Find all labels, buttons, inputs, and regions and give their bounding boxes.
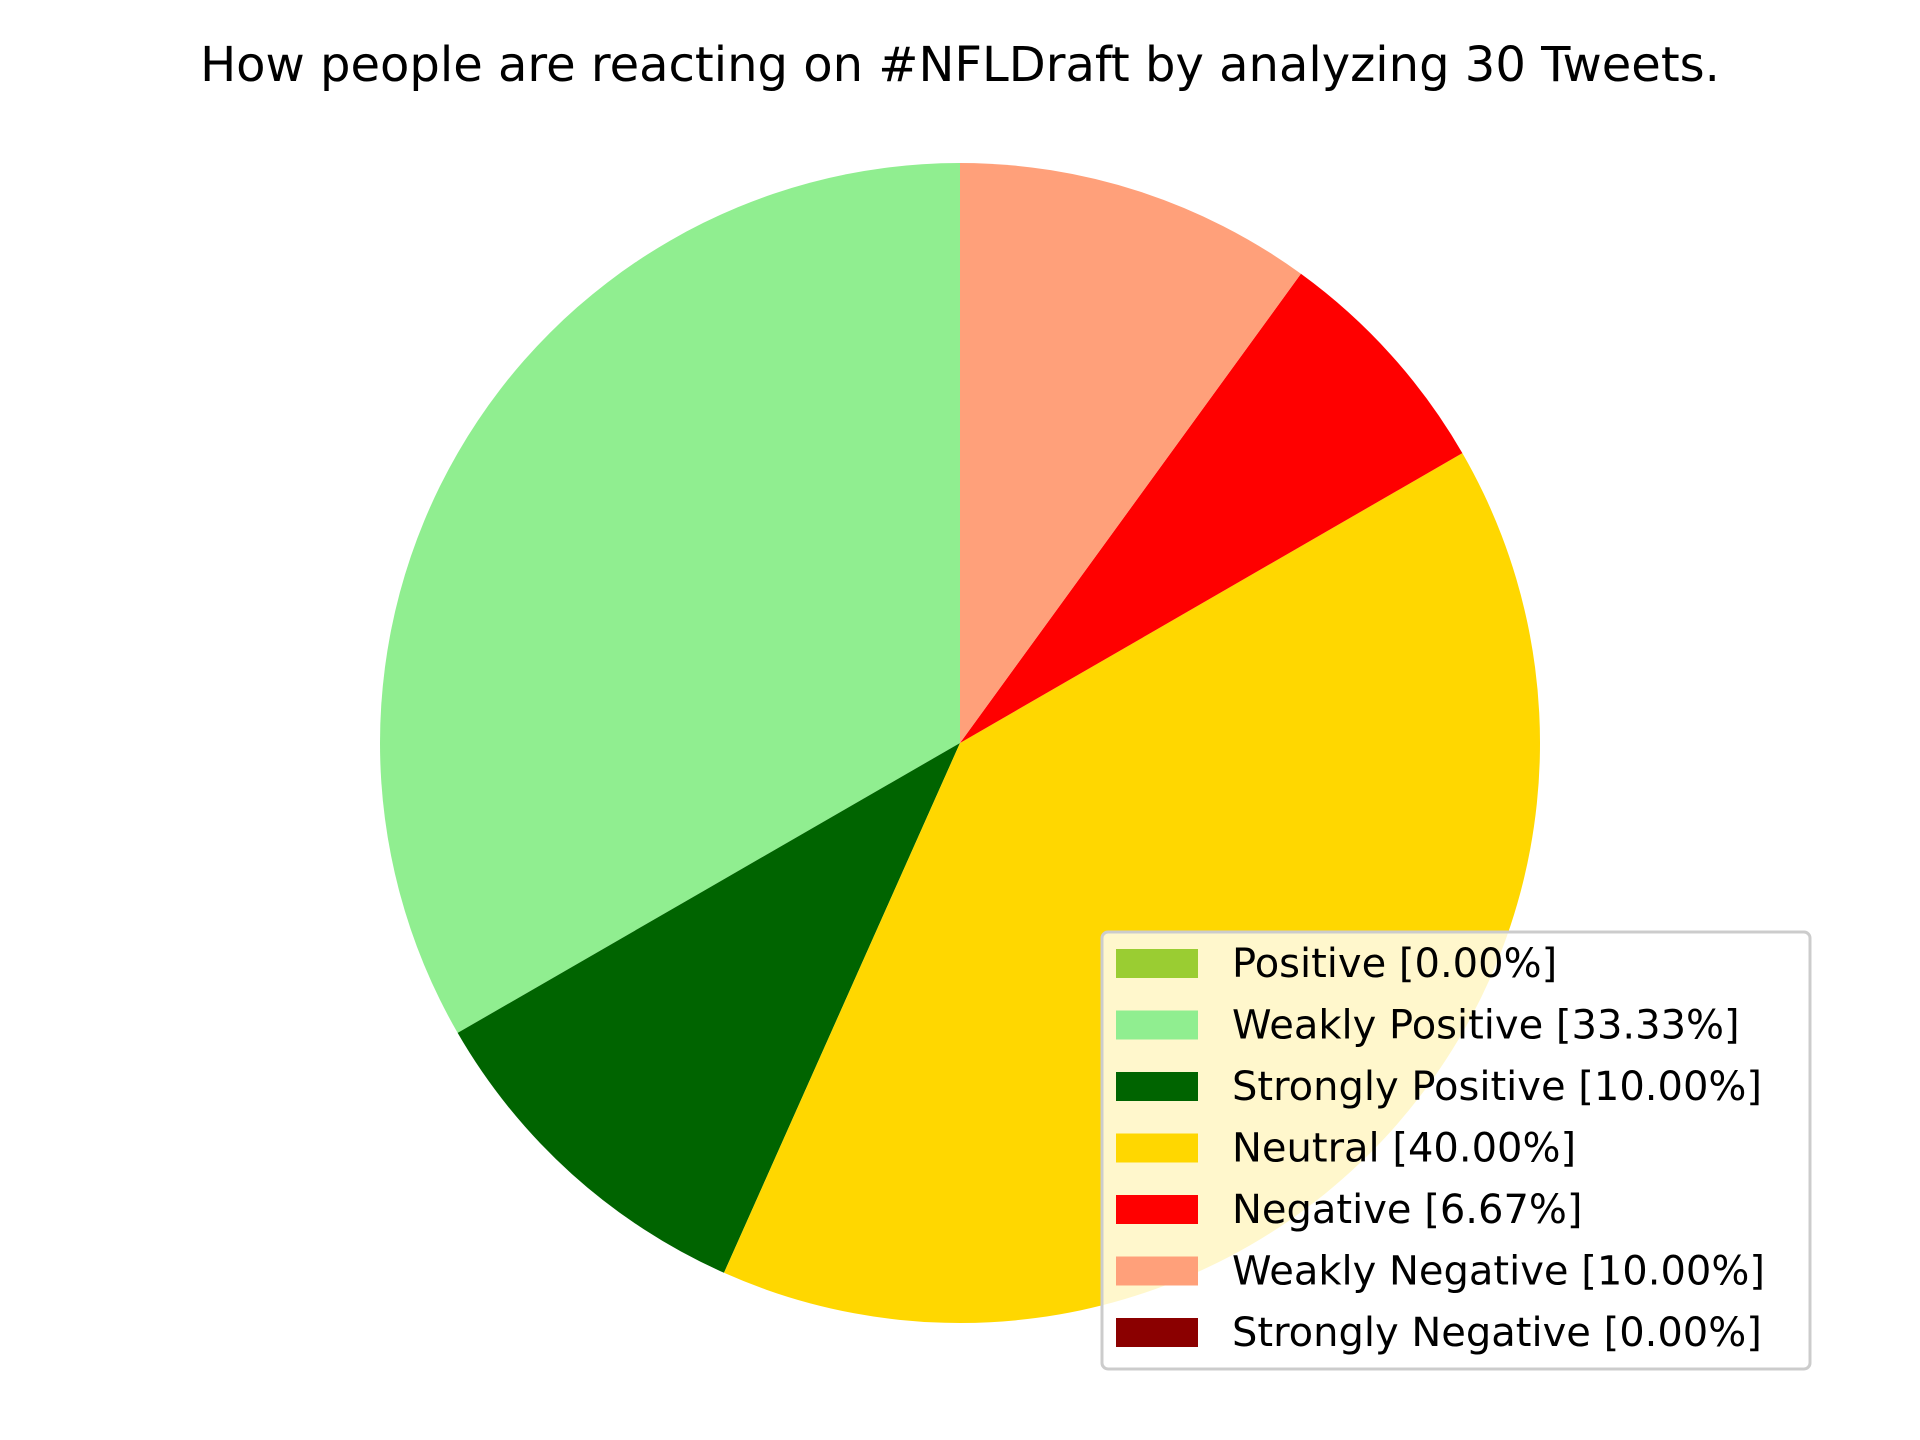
chart-title: How people are reacting on #NFLDraft by … bbox=[200, 37, 1720, 93]
legend-swatch-positive bbox=[1116, 949, 1198, 978]
legend-label-negative: Negative [6.67%] bbox=[1232, 1187, 1583, 1233]
legend-label-weakly-positive: Weakly Positive [33.33%] bbox=[1232, 1003, 1740, 1049]
pie-slice-negative bbox=[960, 273, 1463, 743]
legend-label-positive: Positive [0.00%] bbox=[1232, 941, 1557, 987]
legend-frame bbox=[1100, 930, 1812, 1371]
legend-swatch-strongly-negative bbox=[1116, 1318, 1198, 1347]
legend-entries: Positive [0.00%] Weakly Positive [33.33%]… bbox=[1116, 941, 1765, 1356]
legend-label-neutral: Neutral [40.00%] bbox=[1232, 1126, 1576, 1172]
legend-swatch-weakly-negative bbox=[1116, 1256, 1198, 1286]
pie-slice-weakly-positive bbox=[379, 163, 960, 1033]
pie-slice-weakly-negative bbox=[960, 163, 1301, 743]
legend-swatch-negative bbox=[1116, 1195, 1198, 1224]
legend-label-strongly-positive: Strongly Positive [10.00%] bbox=[1232, 1064, 1762, 1110]
legend-swatch-weakly-positive bbox=[1116, 1010, 1198, 1040]
legend-label-weakly-negative: Weakly Negative [10.00%] bbox=[1232, 1249, 1765, 1295]
legend: Positive [0.00%] Weakly Positive [33.33%]… bbox=[1100, 930, 1812, 1371]
pie-slice-strongly-positive bbox=[457, 743, 960, 1273]
legend-swatch-neutral bbox=[1116, 1133, 1198, 1163]
legend-label-strongly-negative: Strongly Negative [0.00%] bbox=[1232, 1310, 1762, 1356]
legend-swatch-strongly-positive bbox=[1116, 1072, 1198, 1101]
